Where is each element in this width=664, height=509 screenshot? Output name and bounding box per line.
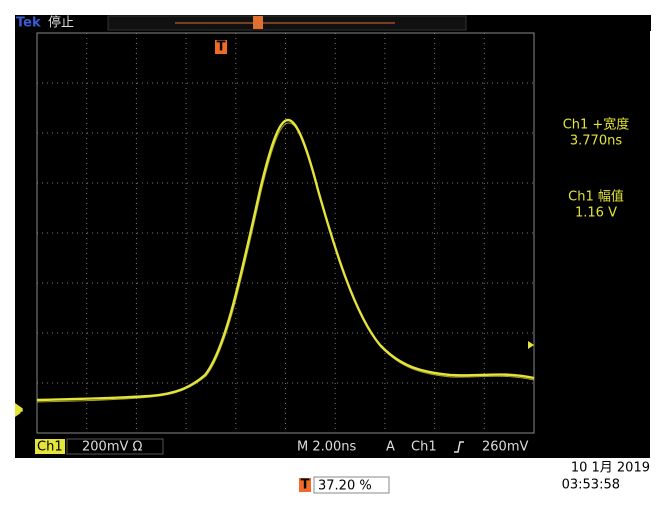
run-status: 停止 [48,15,74,31]
status-trigger-level: 260mV [482,440,528,455]
measurement-value: 3.770ns [570,134,622,149]
waveform-overlay [36,122,535,403]
waveform [36,118,535,402]
measurement-label: Ch1 幅值 [568,189,624,205]
status-trigger-source: Ch1 [411,440,437,455]
brand: Tek [16,16,41,31]
trigger-level-marker [528,341,534,349]
trigger-position-marker: T [301,478,310,493]
date: 10 1月 2019 [571,461,650,476]
status-scale: 200mV Ω [82,440,143,455]
slope-icon [454,441,464,453]
measurement-label: Ch1 +宽度 [563,117,630,133]
trigger-position: 37.20 % [318,479,372,494]
time: 03:53:58 [562,478,620,493]
channel-badge [35,439,65,454]
status-trigger-mode: A [386,440,395,455]
trigger-marker: T [217,40,226,55]
trigger-position-marker-box [299,478,311,492]
status-channel: Ch1 [37,440,63,455]
trigger-marker-box [215,40,227,54]
record-trigger [253,16,263,29]
status-timebase: M 2.00ns [297,440,357,455]
graticule-border [36,32,535,434]
graticule [37,33,534,433]
channel-marker: 1 [19,403,28,418]
scale-box [66,438,164,455]
channel-marker-arrow [15,403,25,417]
measurement-value: 1.16 V [575,206,617,221]
trigger-position-box [313,476,390,494]
